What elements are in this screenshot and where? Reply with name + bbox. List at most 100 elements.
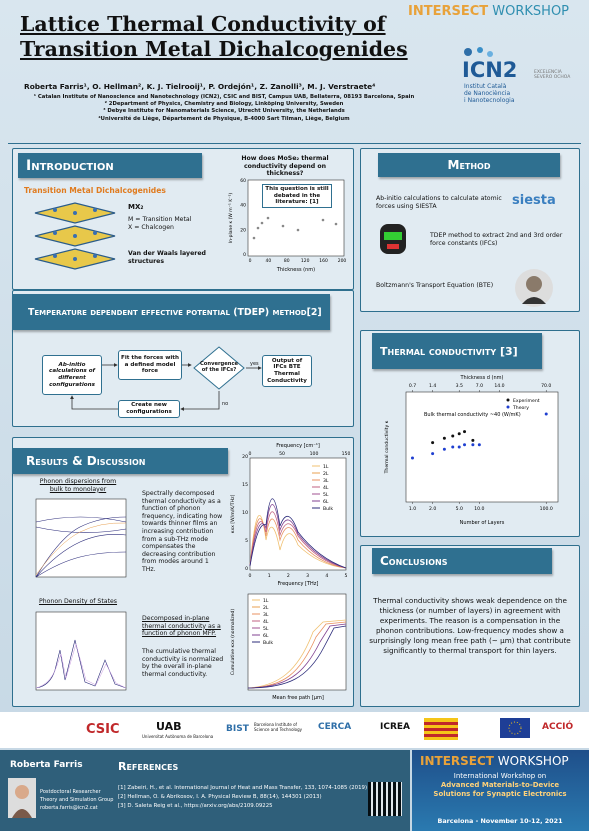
logo: BIST [226, 724, 249, 734]
result-text: Spectrally decomposed thermal conductivi… [142, 490, 224, 574]
flow-node: Create new configurations [118, 400, 180, 418]
x-tick-label: 4 [325, 573, 328, 579]
thermal-heading: Thermal conductivity [3] [372, 333, 542, 369]
presenter-name: Roberta Farris [10, 760, 83, 770]
logo: UAB [156, 720, 182, 733]
references-heading: References [118, 760, 179, 773]
axis-label: Thickness d (nm) [459, 375, 503, 381]
legend-label: 6L [323, 499, 329, 505]
text: Spectrally decomposed thermal conductivi… [142, 490, 223, 573]
data-point [463, 443, 467, 447]
x-tick-label: 100 [310, 451, 319, 457]
axis-label: Thickness (nm) [276, 267, 315, 273]
data-point [544, 412, 548, 416]
top-tick-label: 0.7 [409, 383, 416, 389]
flow-diamond [193, 346, 245, 390]
affiliation: ² 2Department of Physics, Chemistry and … [104, 101, 344, 108]
flow-node: Ab-initio calculations of different conf… [42, 355, 102, 395]
annotation: Bulk thermal conductivity ~40 (W/mK) [424, 412, 521, 418]
conclusions-heading: Conclusions [372, 548, 552, 574]
axis-label: Cumulative κxx (normalized) [230, 609, 236, 676]
references: [1] Zabeiri, H., et al. International Jo… [118, 784, 367, 811]
text: Postdoctoral Researcher [40, 789, 101, 795]
x-tick-label: 0 [249, 258, 252, 264]
x-tick-label: 40 [266, 258, 272, 264]
question: How does MoSe₂ thermal conductivity depe… [241, 155, 329, 178]
excellence: EXCELENCIA SEVERO OCHOA [534, 70, 571, 80]
y-tick-label: 20 [240, 227, 246, 233]
text: roberta.farris@icn2.cat [40, 805, 98, 811]
text: Advanced Materials-to-Device [440, 781, 560, 789]
divider [8, 143, 581, 144]
data-point [457, 432, 461, 436]
logo: CSIC [86, 722, 120, 737]
plot-area [405, 391, 559, 503]
method-heading: Method [378, 153, 560, 177]
axis-label: Frequency [THz] [278, 581, 319, 587]
axis-label: Frequency [cm⁻¹] [276, 443, 320, 449]
logo-text: INTERSECT [420, 754, 494, 768]
axis-label: Thermal conductivity κ [384, 420, 390, 474]
text: M = Transition Metal [128, 216, 192, 223]
title-line: Lattice Thermal Conductivity of [20, 12, 386, 36]
data-point [451, 445, 455, 449]
affiliations: ¹ Catalan Institute of Nanoscience and N… [14, 94, 434, 123]
logo: ACCIÓ [542, 722, 574, 732]
x-tick-label: 0 [249, 573, 252, 579]
presenter-affiliation: Postdoctoral Researcher Theory and Simula… [40, 788, 113, 812]
y-tick-label: 0 [243, 252, 246, 258]
boltzmann-portrait [515, 269, 553, 307]
x-tick-label: 1.0 [409, 506, 416, 512]
x-tick-label: 5 [345, 573, 348, 579]
text: i Nanotecnologia [464, 96, 515, 104]
x-tick-label: 100.0 [540, 506, 553, 512]
logo: CERCA [318, 722, 352, 732]
method-item: Ab-initio calculations to calculate atom… [376, 195, 502, 210]
logo: Universitat Autònoma de Barcelona [142, 734, 214, 739]
legend-label: 6L [263, 633, 269, 639]
data-point [451, 434, 455, 438]
workshop-lines: International Workshop on Advanced Materi… [414, 772, 586, 799]
reference: [3] D. Saleta Reig et al., https://arxiv… [118, 803, 273, 809]
mx2-def: M = Transition Metal X = Chalcogen [128, 216, 191, 231]
y-tick-label: 15 [242, 482, 248, 488]
top-tick-label: 14.0 [494, 383, 504, 389]
siesta-logo: siesta [512, 193, 556, 208]
authors: Roberta Farris¹, O. Hellman², K. J. Tiel… [24, 82, 376, 91]
affiliation: ³ Debye Institute for Nanomaterials Scie… [103, 108, 345, 115]
x-tick-label: 0 [249, 451, 252, 457]
axis-label: Mean free path [μm] [272, 695, 324, 701]
flow-node: Output of IFCs BTE Thermal Conductivity [262, 355, 312, 387]
y-tick-label: 40 [240, 203, 246, 209]
data-point [471, 438, 475, 442]
presenter-photo [8, 778, 36, 818]
axis-label: κxx [W/m/K/THz] [230, 495, 236, 534]
footer-left [0, 750, 410, 831]
logo-text: WORKSHOP [492, 4, 570, 19]
logo-text: INTERSECT [408, 4, 489, 19]
flow-arrows [70, 363, 262, 411]
flow-node: Fit the forces with a defined model forc… [118, 350, 182, 380]
tdep-icon [380, 224, 406, 254]
y-tick-label: 20 [242, 454, 248, 460]
data-point [431, 441, 435, 445]
x-tick-label: 80 [284, 258, 290, 264]
vdw: Van der Waals layered structures [128, 250, 206, 265]
spectral-plot: Frequency [cm⁻¹] κxx [W/m/K/THz] Frequen… [230, 443, 350, 587]
x-tick-label: 120 [301, 258, 310, 264]
y-tick-label: 60 [240, 178, 246, 184]
text: International Workshop on [453, 772, 547, 780]
data-point [442, 436, 446, 440]
conclusions-text: Thermal conductivity shows weak dependen… [369, 596, 571, 655]
data-point [457, 445, 461, 449]
legend-label: Bulk [323, 506, 333, 512]
logo: Barcelona Institute of Science and Techn… [254, 722, 302, 732]
axis-label: Number of Layers [460, 520, 505, 526]
axis-label: In-plane κ (W m⁻¹ K⁻¹) [228, 193, 234, 244]
legend-label: 3L [263, 612, 269, 618]
legend-label: 4L [263, 619, 269, 625]
data-point [471, 443, 475, 447]
reference: [2] Hellman, O. & Abrikosov, I. A. Physi… [118, 794, 322, 800]
legend-label: 1L [263, 598, 269, 604]
